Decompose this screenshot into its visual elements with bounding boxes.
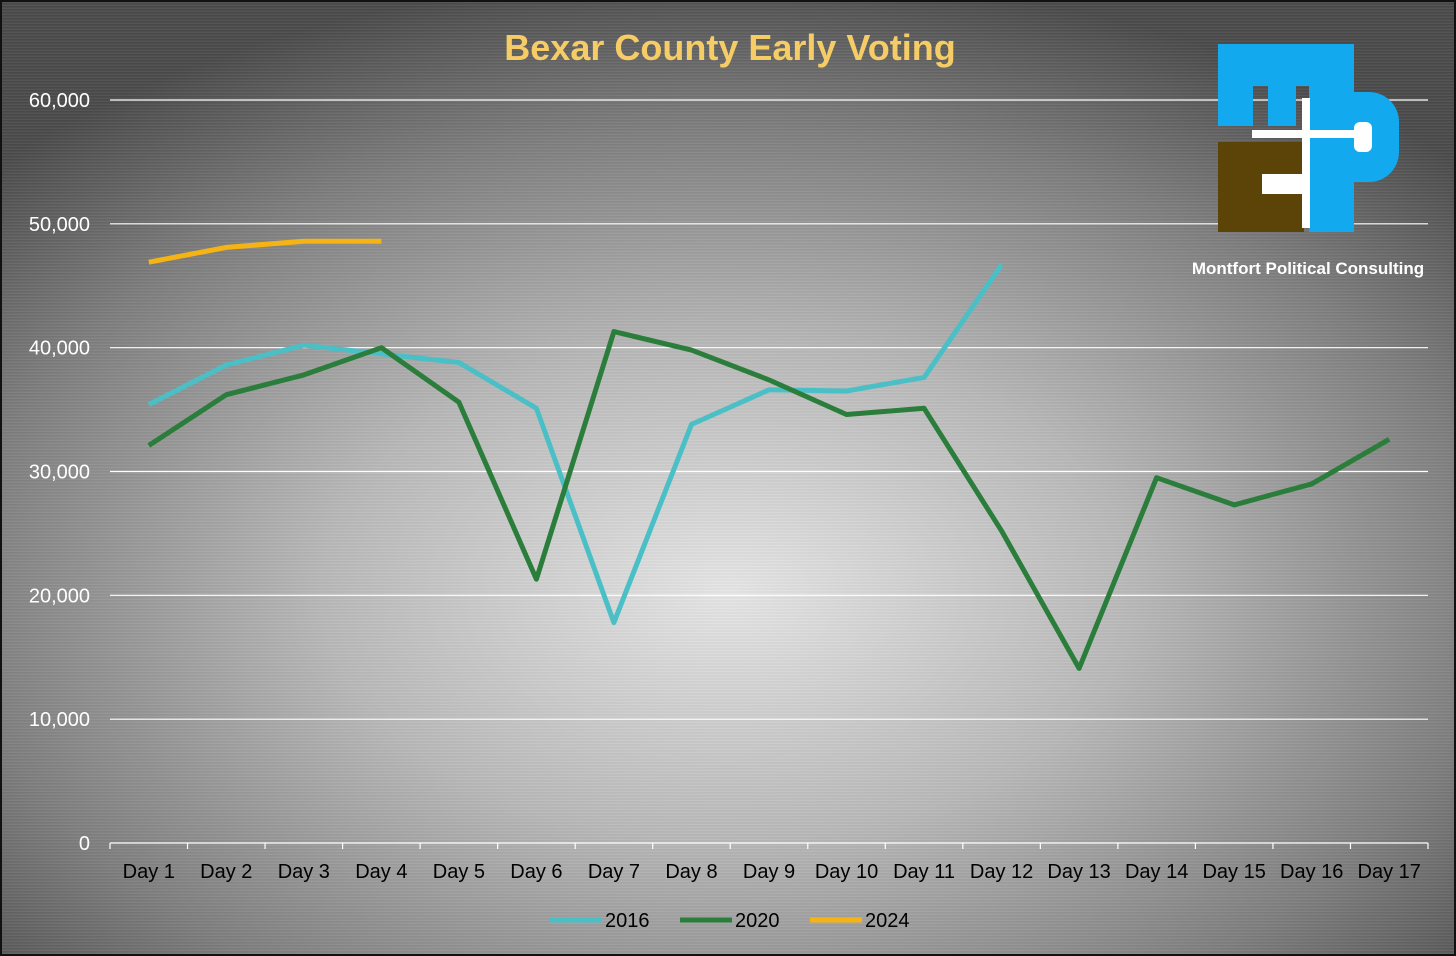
- x-tick-label: Day 3: [278, 861, 330, 883]
- y-tick-label: 20,000: [29, 585, 90, 607]
- series-line-2016: [147, 263, 1004, 626]
- series-line-2024: [148, 238, 382, 265]
- x-tick-label: Day 9: [743, 861, 795, 883]
- mpc-logo: Montfort Political Consulting: [1192, 44, 1424, 278]
- y-tick-label: 0: [79, 833, 90, 855]
- legend-label-2024: 2024: [865, 910, 910, 932]
- x-tick-label: Day 5: [433, 861, 485, 883]
- x-tick-label: Day 8: [665, 861, 717, 883]
- logo-m-mid-stem: [1268, 82, 1296, 126]
- logo-caption: Montfort Political Consulting: [1192, 259, 1424, 278]
- x-tick-label: Day 6: [510, 861, 562, 883]
- logo-m-left-stem: [1218, 44, 1253, 126]
- x-tick-label: Day 12: [970, 861, 1033, 883]
- x-tick-label: Day 17: [1358, 861, 1421, 883]
- x-tick-label: Day 4: [355, 861, 407, 883]
- x-tick-label: Day 2: [200, 861, 252, 883]
- legend-label-2016: 2016: [605, 910, 650, 932]
- y-axis-ticks: 0 10,000 20,000 30,000 40,000 50,000 60,000: [29, 90, 90, 855]
- y-tick-label: 50,000: [29, 214, 90, 236]
- series-line-2020: [147, 329, 1391, 671]
- logo-plus-horizontal: [1252, 130, 1362, 138]
- legend: 2016 2020 2024: [550, 910, 910, 932]
- x-tick-label: Day 11: [893, 861, 955, 883]
- chart-title: Bexar County Early Voting: [504, 27, 955, 68]
- x-tick-label: Day 14: [1125, 861, 1188, 883]
- series-lines: [147, 238, 1391, 671]
- x-tick-label: Day 16: [1280, 861, 1343, 883]
- x-tick-label: Day 15: [1202, 861, 1265, 883]
- y-tick-label: 60,000: [29, 90, 90, 112]
- logo-c-cut: [1262, 174, 1304, 194]
- x-tick-label: Day 1: [123, 861, 175, 883]
- legend-label-2020: 2020: [735, 910, 780, 932]
- logo-p-hole: [1354, 122, 1372, 152]
- x-tick-label: Day 10: [815, 861, 878, 883]
- y-tick-label: 30,000: [29, 462, 90, 484]
- x-axis: Day 1 Day 2 Day 3 Day 4 Day 5 Day 6 Day 7 Day 8…: [109, 842, 1429, 883]
- y-tick-label: 40,000: [29, 338, 90, 360]
- x-tick-label: Day 7: [588, 861, 640, 883]
- x-tick-label: Day 13: [1047, 861, 1110, 883]
- y-tick-label: 10,000: [29, 709, 90, 731]
- logo-plus-vertical: [1302, 98, 1310, 228]
